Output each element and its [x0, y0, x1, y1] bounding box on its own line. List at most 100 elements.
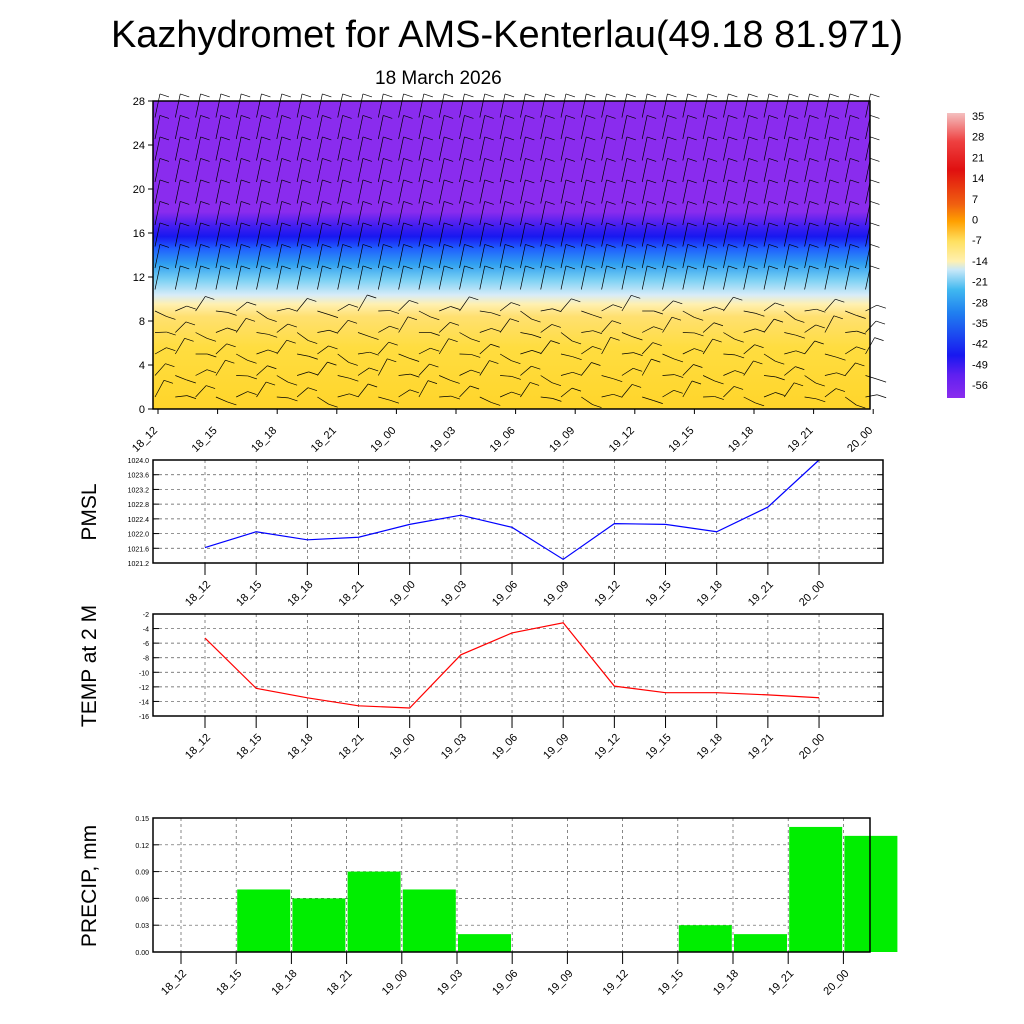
wind-barb-flag	[389, 399, 400, 404]
wind-barb-flag	[444, 265, 454, 270]
wind-barb	[154, 380, 165, 398]
wind-barb-flag	[789, 265, 799, 270]
wind-barb-flag	[768, 201, 779, 205]
wind-barb	[662, 115, 668, 140]
wind-barb	[743, 222, 749, 247]
wind-barb-flag	[850, 136, 860, 141]
wind-barb-flag	[707, 115, 718, 119]
wind-barb-flag	[653, 326, 663, 330]
wind-barb-flag	[288, 397, 298, 402]
wind-barb-flag	[484, 222, 494, 227]
wind-barb-flag	[571, 340, 582, 345]
wind-barb-flag	[362, 201, 373, 205]
wind-barb	[520, 93, 526, 118]
wind-barb-flag	[754, 402, 765, 407]
wind-barb-flag	[225, 359, 235, 364]
wind-barb-flag	[383, 158, 393, 162]
wind-barb-flag	[565, 244, 576, 248]
x-tick-label: 19_21	[786, 425, 816, 455]
wind-barb	[865, 304, 878, 312]
wind-barb-flag	[288, 307, 298, 312]
wind-barb-flag	[768, 222, 779, 227]
wind-barb	[499, 115, 506, 140]
wind-barb-flag	[694, 348, 704, 352]
wind-barb-flag	[159, 265, 170, 270]
wind-barb-flag	[647, 265, 657, 270]
colorbar-label: -7	[972, 235, 982, 247]
colorbar-label: 14	[972, 173, 984, 185]
wind-barb	[783, 93, 790, 118]
wind-barb-flag	[714, 396, 724, 400]
wind-barb	[337, 320, 349, 333]
colorbar-label: -35	[972, 318, 988, 330]
wind-barb	[723, 115, 729, 140]
x-tick-label: 19_03	[439, 579, 469, 609]
wind-barb-flag	[525, 136, 535, 141]
wind-barb-flag	[795, 319, 805, 323]
wind-barb	[520, 201, 526, 226]
wind-barb	[824, 201, 831, 226]
wind-barb-flag	[159, 222, 170, 227]
wind-barb-flag	[728, 93, 738, 98]
wind-barb-flag	[856, 346, 866, 351]
wind-barb-flag	[163, 379, 174, 384]
wind-barb-flag	[545, 222, 555, 227]
wind-barb-flag	[525, 201, 535, 205]
y-tick-label: 1021.2	[128, 561, 150, 568]
y-tick-label: 12	[133, 272, 145, 284]
wind-barb	[702, 244, 709, 269]
x-tick-label: 19_21	[746, 579, 776, 609]
wind-barb-flag	[206, 385, 216, 389]
wind-barb	[601, 136, 607, 161]
wind-barb-flag	[322, 115, 332, 119]
wind-barb	[763, 265, 770, 290]
wind-barb	[824, 315, 835, 333]
wind-barb	[763, 392, 776, 398]
wind-barb-flag	[383, 244, 393, 248]
wind-barb	[296, 265, 303, 290]
wind-barb	[804, 136, 810, 161]
wind-barb	[783, 265, 790, 290]
wind-barb-flag	[241, 93, 251, 98]
wind-barb	[560, 244, 567, 269]
wind-barb	[256, 222, 262, 247]
wind-barb-flag	[647, 115, 657, 119]
wind-barb	[377, 244, 384, 269]
wind-barb-flag	[383, 265, 393, 270]
wind-barb	[398, 93, 404, 118]
wind-barb-flag	[220, 265, 230, 270]
wind-barb-flag	[728, 222, 738, 227]
wind-barb	[195, 136, 201, 161]
wind-barb-flag	[775, 376, 785, 381]
wind-barb-flag	[261, 136, 271, 141]
wind-barb-flag	[450, 395, 461, 400]
wind-barb-flag	[430, 347, 440, 352]
wind-barb	[154, 310, 167, 317]
panel-frame	[152, 459, 884, 564]
wind-barb-flag	[531, 318, 541, 323]
y-tick-label: 1022.0	[128, 532, 150, 539]
wind-barb-flag	[328, 403, 338, 408]
wind-barb	[398, 353, 411, 359]
wind-barb	[520, 265, 526, 290]
wind-barb-flag	[809, 201, 819, 205]
wind-barb	[418, 201, 425, 226]
wind-barb	[520, 350, 533, 355]
wind-barb	[398, 179, 404, 204]
wind-barb-flag	[287, 323, 297, 328]
wind-barb	[662, 136, 668, 161]
wind-barb	[804, 179, 810, 204]
wind-barb	[296, 244, 303, 269]
wind-barb-flag	[301, 244, 312, 248]
wind-barb	[580, 158, 587, 183]
wind-barb	[540, 244, 546, 269]
wind-barb-flag	[220, 93, 230, 98]
wind-barb	[824, 158, 831, 183]
wind-barb-flag	[552, 308, 562, 313]
wind-barb-flag	[626, 244, 636, 248]
wind-barb	[438, 265, 445, 290]
wind-barb-flag	[265, 381, 276, 386]
wind-barb-flag	[464, 179, 474, 184]
wind-barb-flag	[241, 222, 251, 227]
